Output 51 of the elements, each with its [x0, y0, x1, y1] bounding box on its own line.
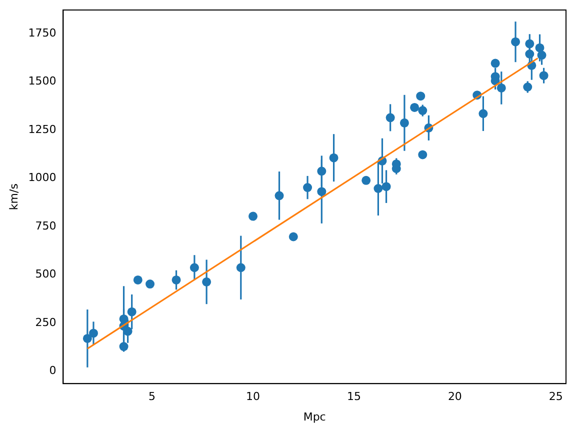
point	[416, 92, 426, 101]
y-tick-label: 250	[35, 316, 56, 329]
point	[190, 263, 199, 272]
point	[523, 82, 532, 92]
point	[382, 182, 391, 192]
x-axis-title: Mpc	[303, 410, 326, 424]
y-tick-label: 0	[49, 364, 56, 378]
point	[288, 232, 298, 242]
y-tick-label: 1750	[28, 26, 56, 40]
x-tick-label: 20	[448, 390, 462, 404]
y-tick-label: 1250	[28, 122, 56, 136]
y-axis-title: km/s	[7, 183, 20, 210]
point	[525, 39, 534, 48]
point	[303, 183, 312, 192]
x-tick-label: 25	[548, 390, 563, 404]
point	[248, 212, 258, 221]
point	[478, 109, 488, 118]
point	[202, 277, 212, 286]
y-tick-label: 1500	[28, 74, 56, 88]
point	[537, 50, 546, 60]
point	[127, 307, 136, 316]
point	[386, 113, 395, 122]
y-tick-label: 500	[35, 268, 56, 281]
point	[539, 71, 548, 80]
point	[362, 176, 371, 185]
point	[274, 191, 284, 200]
point	[119, 342, 128, 352]
point	[374, 184, 383, 193]
point	[418, 106, 428, 116]
point	[511, 37, 520, 46]
point	[329, 153, 338, 162]
x-tick-label: 10	[246, 390, 260, 404]
point	[88, 328, 98, 338]
point	[82, 334, 92, 343]
point	[525, 50, 534, 58]
y-tick-label: 1000	[28, 171, 56, 184]
point	[172, 275, 181, 284]
point	[133, 275, 142, 284]
point	[400, 118, 409, 128]
point	[418, 150, 428, 160]
y-tick-label: 750	[35, 219, 56, 232]
point	[317, 187, 326, 196]
point	[535, 43, 544, 52]
point	[410, 102, 420, 112]
point	[496, 83, 506, 92]
point	[146, 280, 155, 289]
x-tick-label: 15	[346, 390, 361, 404]
point	[490, 58, 500, 68]
x-tick-label: 5	[148, 390, 156, 404]
point	[317, 166, 326, 176]
point	[236, 263, 246, 272]
